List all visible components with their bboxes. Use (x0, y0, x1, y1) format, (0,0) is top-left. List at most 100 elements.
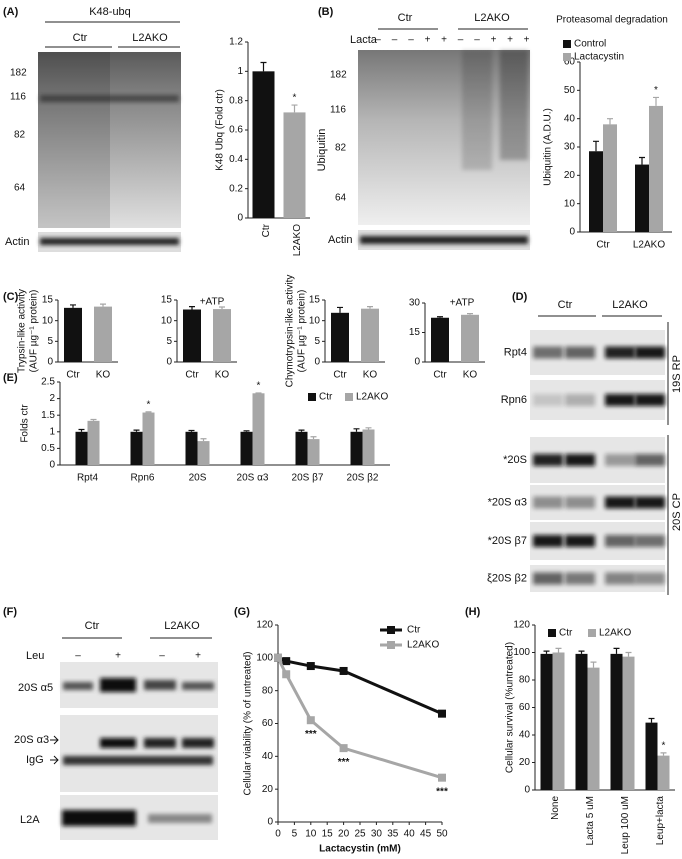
y-tick-label: 2.5 (41, 377, 55, 388)
error-bar (437, 316, 443, 318)
row-label: ξ20S β2 (487, 572, 527, 584)
mw-marker: 182 (330, 70, 347, 81)
error-bar (607, 118, 613, 125)
blot-title: K48-ubq (89, 6, 131, 18)
row-label: *20S (503, 454, 527, 466)
y-tick-label: 40 (564, 113, 576, 124)
panel-label: (E) (3, 372, 18, 384)
error-bar (648, 717, 655, 723)
x-tick-label: 5 (292, 829, 298, 840)
blot-ylabel: Ubiquitin (316, 129, 328, 172)
legend-swatch (548, 629, 556, 637)
blot-band (635, 496, 665, 509)
blot-band (533, 496, 563, 509)
y-axis-label: Chymotrypsin-like activity (285, 275, 296, 388)
legend-swatch (563, 40, 571, 48)
y-tick-label: 0 (414, 357, 420, 368)
x-axis-label: Lactacystin (mM) (319, 844, 401, 855)
y-tick-label: 0 (237, 213, 243, 224)
row-label: 20S α5 (18, 682, 53, 694)
error-bar (310, 436, 317, 440)
y-tick-label: 60 (519, 702, 531, 713)
blot-band (63, 756, 213, 765)
bar (240, 431, 253, 465)
bar (295, 431, 308, 465)
chart-title: Proteasomal degradation (556, 15, 668, 26)
treatment-label: Lacta (350, 34, 378, 46)
blot-band (635, 535, 665, 547)
legend-label: Ctr (319, 392, 333, 403)
y-tick-label: 0 (47, 357, 53, 368)
bar (331, 312, 349, 362)
x-tick-label: KO (463, 370, 478, 381)
legend-marker (387, 626, 395, 634)
y-tick-label: 10 (564, 198, 576, 209)
x-tick-label: KO (96, 370, 111, 381)
blot-band (500, 50, 528, 160)
blot-band (462, 50, 492, 170)
chart-title: +ATP (200, 297, 225, 308)
marker (438, 773, 446, 782)
panel-label: (F) (3, 606, 17, 618)
bar (183, 309, 201, 362)
sign: + (115, 651, 121, 662)
x-tick-label: 45 (420, 829, 432, 840)
row-label: *20S α3 (488, 496, 527, 508)
blot-band (40, 238, 179, 245)
y-tick-label: 0 (524, 785, 530, 796)
error-bar (188, 429, 195, 432)
bar (622, 656, 635, 790)
mw-marker: 116 (330, 105, 346, 116)
error-bar (353, 428, 360, 432)
blot-band (100, 678, 136, 692)
y-axis-label: Ubiquitin (A.D.U.) (543, 108, 554, 186)
x-tick-label: Ctr (596, 240, 610, 251)
row-label: Rpt4 (504, 346, 527, 358)
blot-band (533, 394, 563, 406)
y-tick-label: 0 (314, 357, 320, 368)
error-bar (653, 96, 659, 106)
bar (649, 105, 663, 232)
y-tick-label: 5 (314, 336, 320, 347)
annotation: *** (436, 786, 448, 797)
bar (589, 151, 603, 232)
legend-label: L2AKO (599, 628, 631, 639)
y-tick-label: 20 (262, 784, 274, 795)
annotation: *** (338, 757, 350, 768)
legend-label: Control (574, 39, 606, 50)
y-tick-label: 0.4 (229, 154, 243, 165)
error-bar (467, 313, 473, 315)
group-label: L2AKO (132, 32, 168, 44)
bar (252, 393, 265, 465)
annotation: * (293, 93, 297, 104)
x-tick-label: Ctr (333, 370, 347, 381)
error-bar (543, 650, 550, 654)
x-tick-label: Rpt4 (77, 473, 99, 484)
y-tick-label: 60 (262, 718, 274, 729)
bar (185, 431, 198, 465)
y-tick-label: 10 (309, 315, 321, 326)
error-bar (291, 104, 298, 113)
bar (94, 306, 112, 362)
sign: – (392, 35, 398, 46)
marker (274, 653, 282, 662)
x-tick-label: KO (363, 370, 378, 381)
sign: + (195, 651, 201, 662)
bar (252, 71, 275, 218)
annotation: * (257, 381, 261, 392)
error-bar (145, 411, 152, 413)
y-tick-label: 5 (47, 336, 53, 347)
sign: – (75, 651, 81, 662)
group-label: L2AKO (164, 620, 200, 632)
blot-band (148, 814, 212, 823)
x-tick-label: L2AKO (633, 240, 665, 251)
blot-band (100, 738, 136, 748)
x-tick-label: Ctr (261, 223, 272, 237)
y-tick-label: 0.6 (229, 125, 243, 136)
blot-band (360, 236, 528, 244)
blot-band (565, 454, 595, 466)
blot-band (605, 394, 635, 406)
x-tick-label: Rpn6 (131, 473, 155, 484)
marker (339, 744, 348, 753)
marker (282, 657, 291, 666)
